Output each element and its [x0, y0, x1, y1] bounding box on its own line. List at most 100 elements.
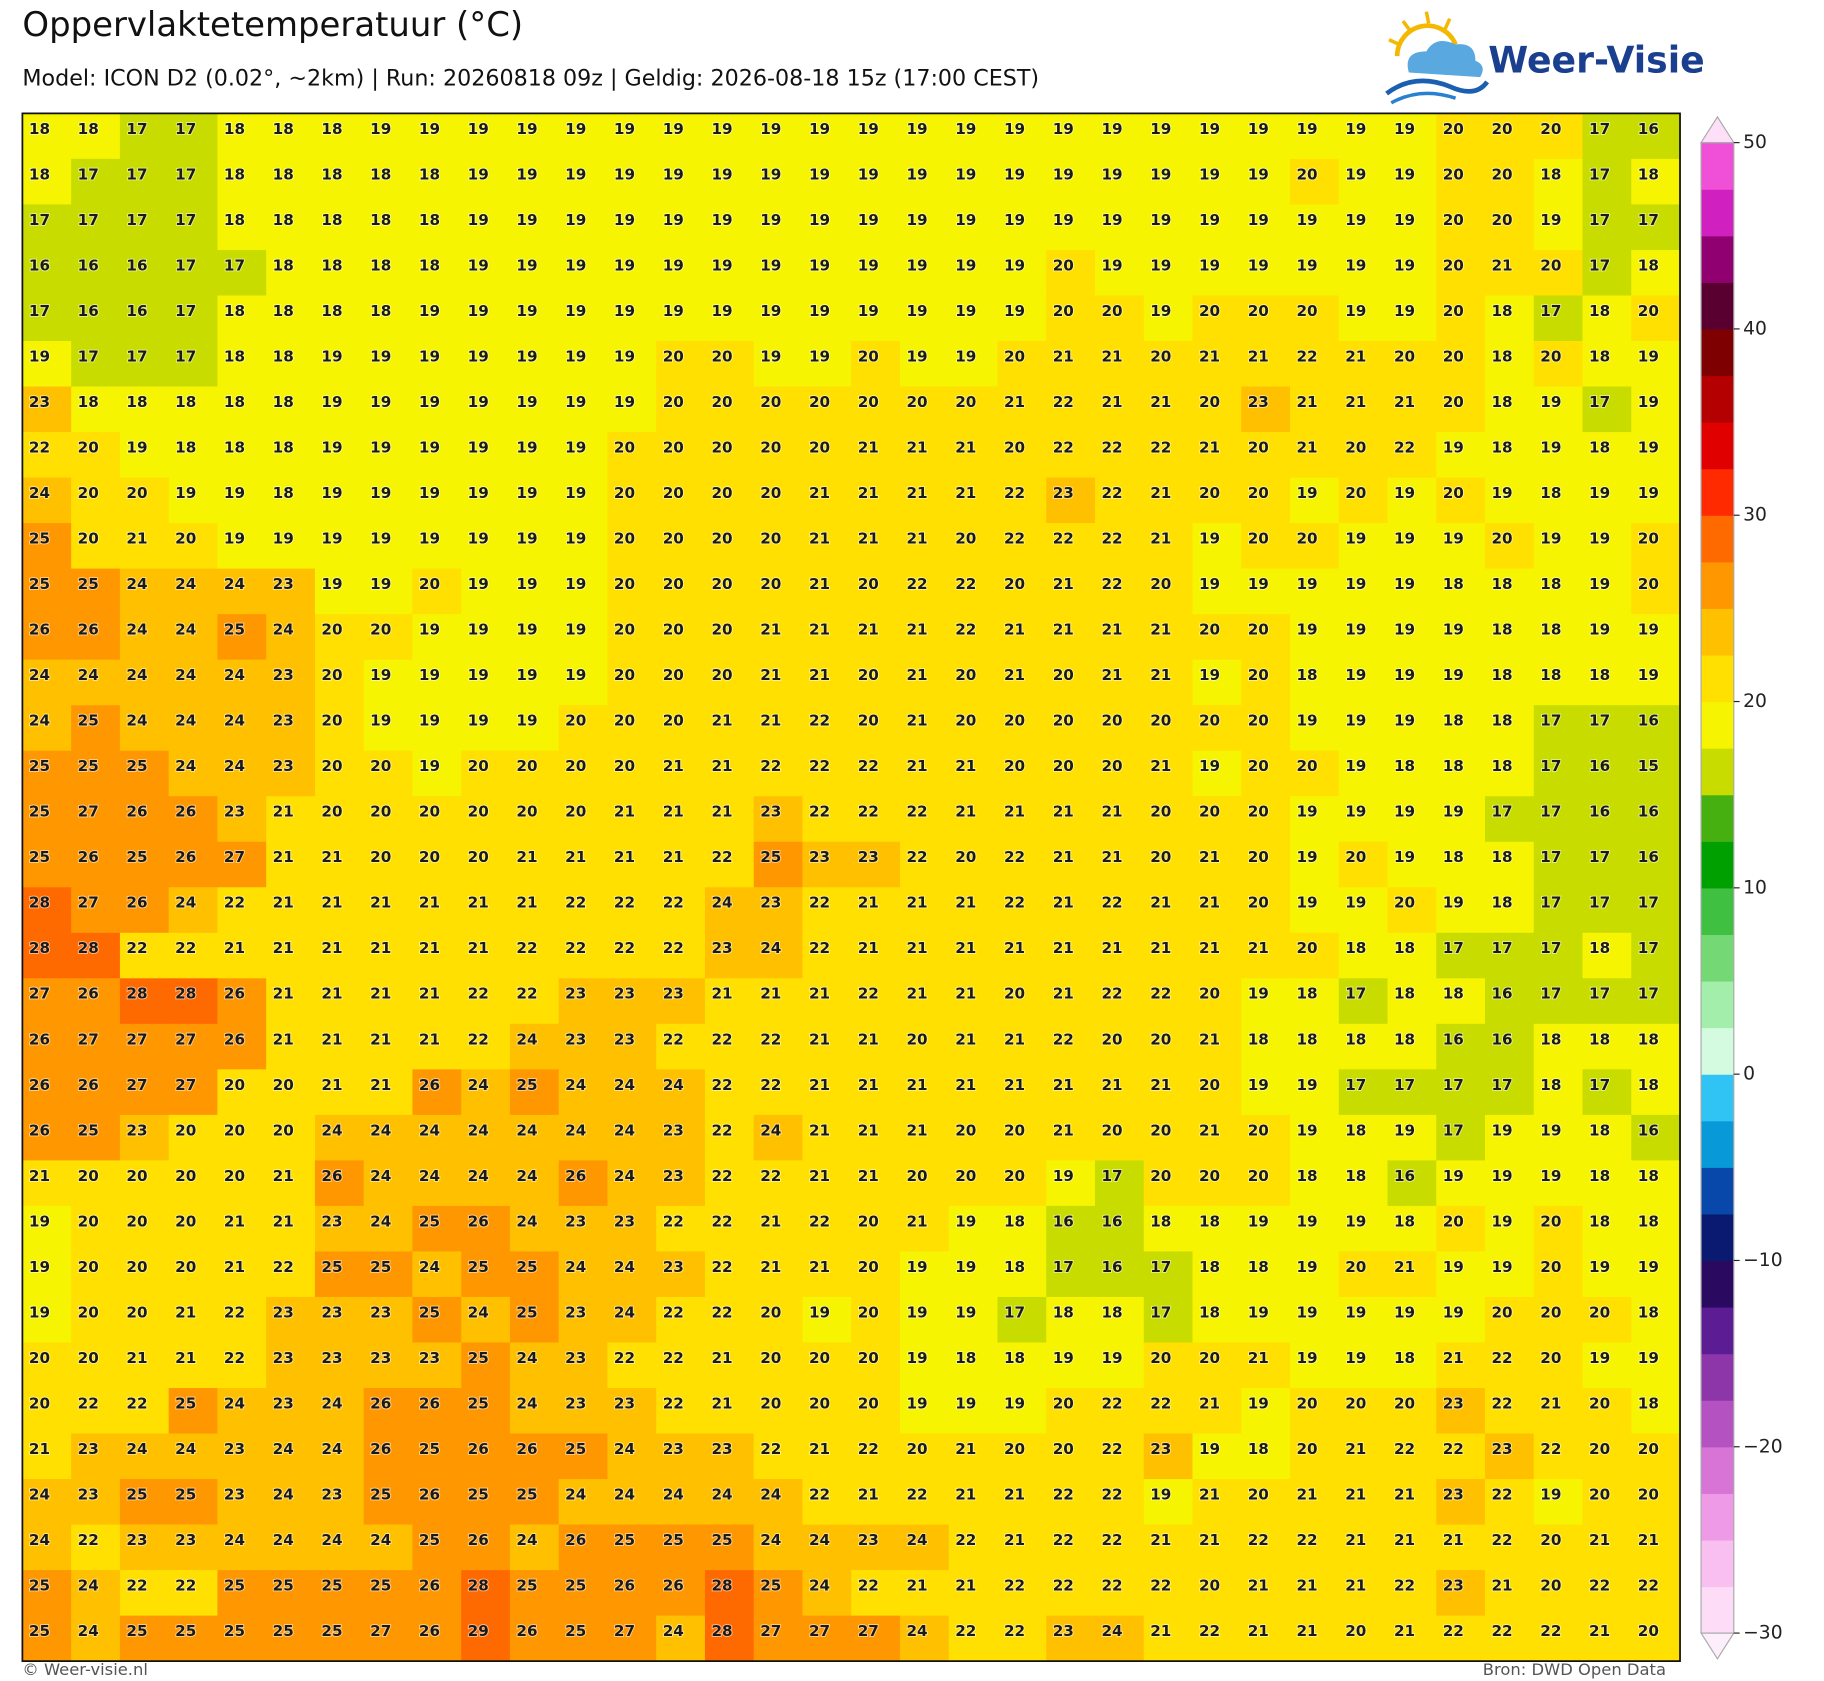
temperature-cell — [1046, 249, 1096, 297]
temperature-label: 20 — [1638, 1440, 1659, 1458]
temperature-label: 19 — [1296, 1258, 1317, 1276]
temperature-label: 25 — [224, 621, 245, 639]
temperature-label: 21 — [1101, 347, 1122, 365]
temperature-label: 25 — [468, 1258, 489, 1276]
temperature-label: 20 — [1053, 712, 1074, 730]
temperature-label: 20 — [1199, 1076, 1220, 1094]
temperature-label: 26 — [516, 1440, 537, 1458]
temperature-label: 20 — [1053, 256, 1074, 274]
temperature-label: 25 — [370, 1577, 391, 1595]
temperature-label: 19 — [516, 256, 537, 274]
temperature-label: 20 — [858, 666, 879, 684]
temperature-label: 24 — [614, 1258, 635, 1276]
temperature-label: 24 — [760, 1485, 781, 1503]
temperature-label: 27 — [809, 1622, 830, 1640]
temperature-label: 21 — [1150, 894, 1171, 912]
temperature-label: 22 — [906, 848, 927, 866]
temperature-label: 18 — [1638, 256, 1659, 274]
temperature-cell — [948, 204, 999, 251]
temperature-label: 18 — [1638, 1394, 1659, 1412]
colorbar-band — [1701, 515, 1734, 563]
temperature-cell — [412, 204, 462, 251]
temperature-label: 21 — [1101, 848, 1122, 866]
temperature-label: 22 — [858, 1577, 879, 1595]
temperature-cell — [1289, 113, 1340, 160]
temperature-label: 21 — [906, 484, 927, 502]
temperature-label: 20 — [1248, 1485, 1269, 1503]
temperature-label: 26 — [78, 848, 99, 866]
temperature-label: 21 — [906, 894, 927, 912]
temperature-cell — [1485, 249, 1535, 297]
temperature-label: 25 — [370, 1485, 391, 1503]
temperature-label: 19 — [370, 575, 391, 593]
temperature-label: 21 — [1150, 1531, 1171, 1549]
temperature-label: 25 — [711, 1531, 732, 1549]
temperature-label: 19 — [1101, 120, 1122, 138]
temperature-label: 18 — [1004, 1349, 1025, 1367]
temperature-label: 20 — [273, 1076, 294, 1094]
temperature-label: 20 — [321, 803, 342, 821]
temperature-cell — [802, 386, 852, 433]
temperature-label: 20 — [1589, 1440, 1610, 1458]
temperature-cell — [266, 477, 316, 524]
temperature-cell — [509, 432, 560, 479]
temperature-label: 19 — [955, 347, 976, 365]
temperature-label: 19 — [565, 484, 586, 502]
temperature-label: 20 — [663, 347, 684, 365]
temperature-label: 20 — [614, 666, 635, 684]
temperature-label: 17 — [175, 211, 196, 229]
temperature-label: 18 — [1199, 1258, 1220, 1276]
temperature-label: 21 — [1150, 666, 1171, 684]
temperature-label: 23 — [224, 1485, 245, 1503]
temperature-cell — [802, 158, 852, 206]
temperature-label: 18 — [321, 211, 342, 229]
temperature-label: 20 — [614, 757, 635, 775]
temperature-cell — [948, 295, 999, 342]
temperature-cell — [1582, 249, 1632, 297]
temperature-label: 25 — [78, 757, 99, 775]
temperature-label: 19 — [1540, 1121, 1561, 1139]
temperature-label: 25 — [29, 1622, 50, 1640]
temperature-cell — [997, 158, 1047, 206]
temperature-cell — [753, 158, 804, 206]
temperature-cell — [314, 523, 365, 570]
temperature-label: 25 — [175, 1622, 196, 1640]
temperature-label: 16 — [1638, 120, 1659, 138]
temperature-label: 17 — [1589, 848, 1610, 866]
temperature-label: 20 — [955, 712, 976, 730]
temperature-label: 20 — [1248, 712, 1269, 730]
temperature-label: 18 — [1589, 666, 1610, 684]
temperature-label: 20 — [78, 1303, 99, 1321]
temperature-label: 15 — [1638, 757, 1659, 775]
temperature-label: 18 — [1394, 1212, 1415, 1230]
temperature-label: 22 — [858, 1440, 879, 1458]
temperature-cell — [363, 340, 414, 388]
temperature-label: 18 — [1492, 393, 1513, 411]
temperature-label: 21 — [809, 575, 830, 593]
temperature-label: 20 — [419, 575, 440, 593]
temperature-label: 18 — [1345, 1121, 1366, 1139]
temperature-label: 19 — [1150, 120, 1171, 138]
temperature-cell — [656, 523, 706, 570]
temperature-label: 24 — [126, 575, 147, 593]
temperature-label: 27 — [78, 803, 99, 821]
temperature-label: 21 — [1101, 1076, 1122, 1094]
temperature-label: 20 — [1150, 1349, 1171, 1367]
temperature-label: 19 — [858, 165, 879, 183]
temperature-label: 19 — [1248, 1212, 1269, 1230]
temperature-label: 25 — [29, 848, 50, 866]
temperature-cell — [899, 204, 950, 251]
temperature-cell — [217, 158, 267, 206]
temperature-cell — [899, 249, 950, 297]
temperature-label: 18 — [1638, 1076, 1659, 1094]
temperature-label: 18 — [321, 165, 342, 183]
temperature-label: 20 — [1540, 1258, 1561, 1276]
temperature-cell — [22, 568, 72, 615]
temperature-cell — [168, 204, 219, 251]
temperature-label: 20 — [175, 1167, 196, 1185]
temperature-label: 27 — [126, 1030, 147, 1048]
temperature-label: 20 — [1345, 848, 1366, 866]
temperature-label: 18 — [1443, 985, 1464, 1003]
temperature-label: 20 — [809, 1349, 830, 1367]
temperature-cell — [704, 249, 755, 297]
